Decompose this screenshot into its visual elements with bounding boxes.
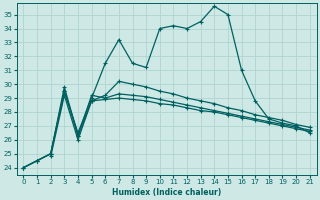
X-axis label: Humidex (Indice chaleur): Humidex (Indice chaleur) [112,188,221,197]
